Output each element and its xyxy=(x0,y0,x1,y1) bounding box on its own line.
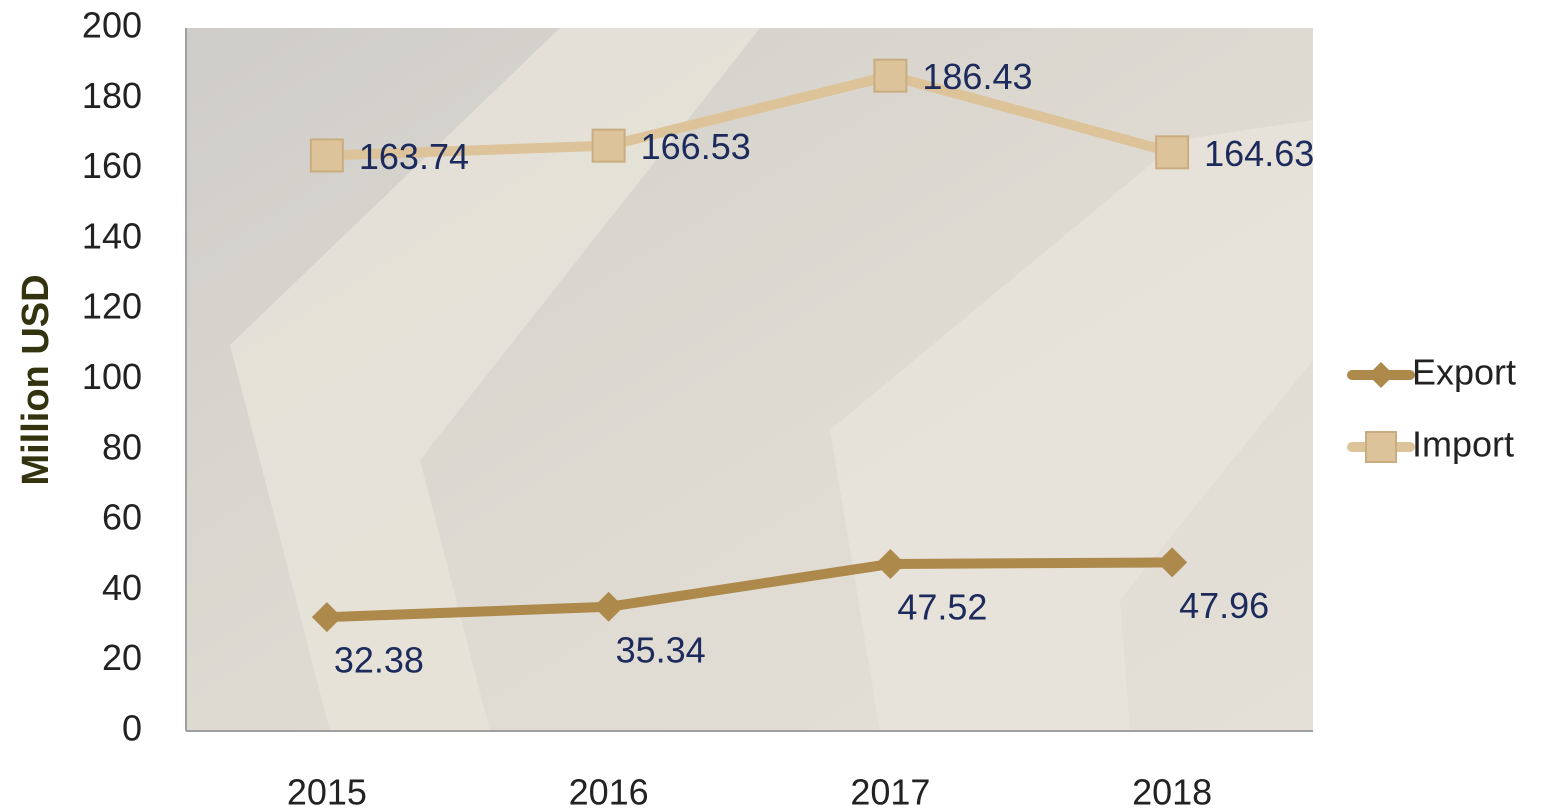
legend-label: Export xyxy=(1412,352,1516,393)
point-marker xyxy=(311,602,342,633)
data-label: 35.34 xyxy=(616,629,706,670)
series-line xyxy=(326,70,1174,161)
point-marker xyxy=(1157,547,1188,578)
legend-label: Import xyxy=(1412,424,1514,465)
y-tick-label: 140 xyxy=(82,215,142,256)
x-tick-label: 2015 xyxy=(287,772,367,812)
y-tick-label: 100 xyxy=(82,356,142,397)
y-tick-label: 60 xyxy=(102,497,142,538)
y-tick-label: 200 xyxy=(82,5,142,46)
data-label: 164.63 xyxy=(1204,133,1314,174)
data-label: 47.96 xyxy=(1179,585,1269,626)
y-tick-label: 20 xyxy=(102,637,142,678)
data-label: 186.43 xyxy=(922,56,1032,97)
data-label: 32.38 xyxy=(334,640,424,681)
y-tick-label: 0 xyxy=(122,708,142,749)
data-label: 166.53 xyxy=(641,126,751,167)
background-glow xyxy=(1100,560,1554,812)
y-tick-label: 120 xyxy=(82,286,142,327)
point-marker xyxy=(591,128,626,163)
point-marker xyxy=(593,591,624,622)
y-tick-label: 160 xyxy=(82,145,142,186)
background-plank xyxy=(830,120,1313,731)
legend-marker xyxy=(1368,362,1394,388)
y-tick-label: 180 xyxy=(82,75,142,116)
point-marker xyxy=(875,548,906,579)
x-tick-label: 2017 xyxy=(850,772,930,812)
x-tick-label: 2018 xyxy=(1132,772,1212,812)
x-tick-label: 2016 xyxy=(569,772,649,812)
y-tick-label: 40 xyxy=(102,567,142,608)
background-plank xyxy=(230,28,760,731)
point-marker xyxy=(873,58,908,93)
point-marker xyxy=(1155,135,1190,170)
data-label: 163.74 xyxy=(359,136,469,177)
data-label: 47.52 xyxy=(897,586,987,627)
series-line xyxy=(326,557,1173,623)
legend-marker xyxy=(1365,431,1397,463)
y-axis-title: Million USD xyxy=(15,274,57,485)
y-tick-label: 80 xyxy=(102,426,142,467)
point-marker xyxy=(309,138,344,173)
